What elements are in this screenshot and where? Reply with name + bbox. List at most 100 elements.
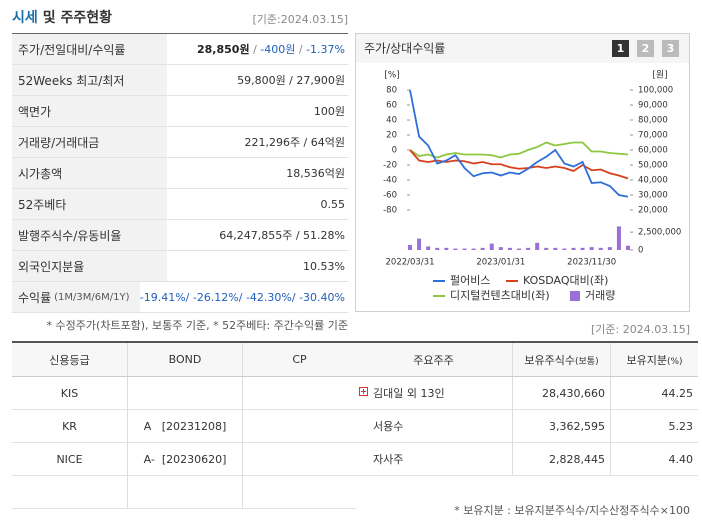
y2-tick-label: 20,000 — [638, 206, 668, 216]
y2-tick-label: 90,000 — [638, 101, 668, 111]
volume-bar — [626, 245, 630, 250]
volume-bar — [517, 248, 521, 250]
header-text: 보유지분 — [626, 353, 667, 367]
row-label-text: 주가/전일대비/수익률 — [18, 42, 126, 57]
chart-button[interactable] — [662, 40, 679, 57]
row-label-text: 52주베타 — [18, 197, 67, 212]
table-row: 수익률 (1M/3M/6M/1Y) -19.41%/ -26.12%/ -42.30… — [12, 282, 348, 313]
table-row: 발행주식수/유동비율 64,247,855주 / 51.28% — [12, 220, 348, 251]
table-cell — [127, 475, 243, 509]
table-row: 거래량/거래대금 221,296주 / 64억원 — [12, 127, 348, 158]
y-tick-label: -40 — [383, 176, 397, 186]
table-cell — [242, 475, 356, 509]
row-value: 28,850원 / -400원 / -1.37% — [167, 41, 348, 57]
y2-tick-label: 70,000 — [638, 131, 668, 141]
rating-table: 신용등급 BOND CP KIS KR A [20231208] NICE A- [20230… — [12, 341, 356, 509]
volume-bar — [480, 247, 485, 250]
volume-bar — [544, 247, 549, 250]
row-label: 거래량/거래대금 — [12, 127, 167, 157]
table-cell: 2,828,445 — [512, 442, 611, 476]
table-row: 52Weeks 최고/최저 59,800원 / 27,900원 — [12, 65, 348, 96]
row-value: 18,536억원 — [286, 167, 345, 180]
x-tick-label: 2022/03/31 — [386, 258, 435, 268]
y2-tick-label: 40,000 — [638, 176, 668, 186]
series-line — [409, 141, 629, 159]
header-text: (보통) — [575, 356, 599, 367]
row-label: 52Weeks 최고/최저 — [12, 65, 167, 95]
table-cell — [127, 376, 243, 410]
table-row: 52주베타 0.55 — [12, 189, 348, 220]
table-cell — [12, 475, 128, 509]
header-text: 보유주식수 — [524, 353, 575, 367]
table-cell: KR — [12, 409, 128, 443]
header-row: 신용등급 BOND CP — [12, 342, 356, 377]
legend-label: 펄어비스 — [450, 274, 490, 287]
legend-label: 디지털컨텐츠대비(좌) — [450, 289, 550, 302]
volume-bar — [507, 247, 512, 250]
y-tick-label: -60 — [383, 191, 397, 201]
column-header: 보유지분(%) — [610, 342, 698, 377]
table-row: 서용수 3,362,595 5.23 — [355, 409, 698, 443]
table-cell: A [20231208] — [127, 409, 243, 443]
volume-bar — [580, 247, 585, 250]
row-label: 시가총액 — [12, 158, 167, 188]
chart-button-label[interactable]: 3 — [667, 42, 675, 55]
chart-panel: 주가/상대수익률 1 2 3 [%] [원] 80 60 40 20 0 -20 -40 -60 -80 1… — [355, 33, 690, 312]
table-cell — [242, 376, 356, 410]
column-header: 주요주주 — [355, 342, 513, 377]
volume-bar — [408, 245, 412, 250]
y2-tick-label: 80,000 — [638, 116, 668, 126]
column-header: 보유주식수(보통) — [512, 342, 611, 377]
table-row — [12, 475, 356, 509]
y-tick-label: -80 — [383, 206, 397, 216]
holder-date: [기준: 2024.03.15] — [590, 323, 690, 336]
chart-button[interactable] — [637, 40, 654, 57]
row-value: -19.41%/ -26.12%/ -42.30%/ -30.40% — [139, 290, 345, 304]
chart: 주가/상대수익률 1 2 3 [%] [원] 80 60 40 20 0 -20 -40 -60 -80 1… — [356, 34, 689, 302]
legend-label: 거래량 — [585, 289, 615, 302]
volume-bar — [535, 242, 540, 250]
volume-bar — [453, 248, 458, 250]
volume-bar — [589, 247, 594, 250]
row-label-text: 거래량/거래대금 — [18, 135, 100, 150]
table-cell: A- [20230620] — [127, 442, 243, 476]
row-label: 발행주식수/유동비율 — [12, 220, 167, 250]
chart-button-label[interactable]: 2 — [642, 42, 650, 55]
table-cell — [242, 442, 356, 476]
section-title-rest: 및 주주현황 — [42, 10, 113, 26]
price-note: * 수정주가(차트포함), 보통주 기준, * 52주베타: 주간수익률 기준 — [46, 319, 348, 332]
row-label-text: 수익률 — [18, 290, 52, 305]
volume-bar — [616, 226, 621, 250]
y-tick-label: 80 — [386, 86, 397, 96]
volume-bar — [417, 238, 422, 250]
chart-title: 주가/상대수익률 — [364, 42, 445, 56]
volume-bar — [462, 248, 467, 250]
row-value: 59,800원 / 27,900원 — [237, 74, 345, 87]
table-cell: 서용수 — [355, 409, 513, 443]
table-cell: 5.23 — [610, 409, 698, 443]
row-label-text: 발행주식수/유동비율 — [18, 228, 122, 243]
table-row: 김대일 외 13인 28,430,660 44.25 — [355, 376, 698, 410]
expand-icon[interactable] — [359, 387, 368, 396]
table-row: 자사주 2,828,445 4.40 — [355, 442, 698, 476]
chart-button[interactable] — [612, 40, 629, 57]
header-row: 주요주주 보유주식수(보통) 보유지분(%) — [355, 342, 698, 377]
row-value: 0.55 — [320, 197, 346, 211]
shareholder-table: 주요주주 보유주식수(보통) 보유지분(%) 김대일 외 13인 28,430,660 4… — [355, 341, 698, 476]
section-header: 시세 및 주주현황 — [12, 7, 112, 27]
row-value: 221,296주 / 64억원 — [244, 136, 345, 149]
column-header: 신용등급 — [12, 342, 128, 377]
section-title: 시세 — [12, 10, 38, 26]
value-part: 28,850원 — [197, 43, 250, 56]
volume-bar — [444, 247, 449, 250]
holder-note: * 보유지분 : 보유지분주식수/지수산정주식수×100 — [454, 504, 690, 517]
header-text: (%) — [666, 356, 683, 367]
y-tick-label: 60 — [386, 101, 397, 111]
y2-tick-label: 30,000 — [638, 191, 668, 201]
volume-bar — [607, 247, 612, 250]
price-table: 주가/전일대비/수익률 28,850원 / -400원 / -1.37% 52Wee… — [12, 33, 348, 313]
table-cell: 28,430,660 — [512, 376, 611, 410]
chart-button-label[interactable]: 1 — [617, 42, 625, 55]
row-label: 주가/전일대비/수익률 — [12, 34, 167, 64]
table-row: 주가/전일대비/수익률 28,850원 / -400원 / -1.37% — [12, 34, 348, 65]
